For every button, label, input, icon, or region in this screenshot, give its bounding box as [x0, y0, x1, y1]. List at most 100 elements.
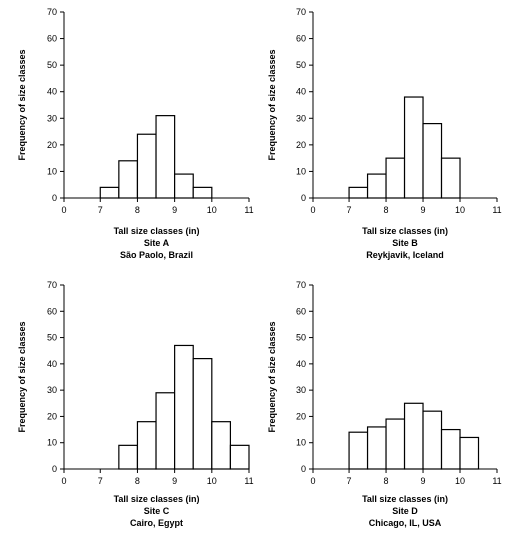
- y-tick-label: 40: [296, 87, 306, 97]
- histogram-bar: [366, 426, 387, 470]
- y-tick-label: 10: [47, 166, 57, 176]
- x-tick-label: 7: [347, 205, 352, 215]
- histogram-bar: [440, 428, 461, 470]
- x-tick-label: 0: [61, 205, 66, 215]
- histogram-panel-3: 0 10 20 30 40 50 60 70 0 7 8 9 10 11 Frequency of size…: [17, 280, 254, 528]
- y-tick-label: 20: [47, 140, 57, 150]
- y-tick-label: 60: [296, 34, 306, 44]
- histogram-bar: [136, 133, 157, 199]
- y-tick-label: 50: [47, 60, 57, 70]
- y-tick-label: 40: [296, 359, 306, 369]
- x-tick-label: 9: [172, 476, 177, 486]
- y-tick-label: 40: [47, 359, 57, 369]
- histogram-bar: [136, 421, 157, 470]
- histogram-bar: [348, 431, 369, 470]
- histogram-bar: [155, 115, 176, 199]
- histogram-bar: [422, 410, 443, 470]
- y-tick-label: 30: [296, 385, 306, 395]
- histogram-bar: [459, 436, 480, 470]
- histogram-bar: [403, 402, 424, 470]
- histogram-bar: [192, 358, 213, 470]
- y-tick-label: 60: [47, 34, 57, 44]
- histogram-bar: [118, 444, 139, 470]
- location-caption: Chicago, IL, USA: [369, 518, 442, 528]
- x-axis-title: Tall size classes (in): [114, 226, 200, 236]
- histogram-bar: [192, 186, 213, 199]
- x-tick-label: 8: [384, 476, 389, 486]
- y-axis-title: Frequency of size classes: [267, 49, 277, 160]
- histogram-bar: [403, 96, 424, 199]
- x-tick-label: 10: [455, 476, 465, 486]
- y-tick-label: 50: [296, 333, 306, 343]
- histogram-panel-1: 0 10 20 30 40 50 60 70 0 7 8 9 10 11 Frequency of size…: [17, 7, 254, 260]
- x-tick-label: 7: [98, 476, 103, 486]
- site-caption: Site D: [392, 506, 418, 516]
- y-tick-label: 10: [47, 438, 57, 448]
- y-tick-label: 50: [296, 60, 306, 70]
- histogram-bar: [155, 392, 176, 470]
- x-axis-title: Tall size classes (in): [114, 494, 200, 504]
- x-tick-label: 8: [135, 476, 140, 486]
- histogram-panel-4: 0 10 20 30 40 50 60 70 0 7 8 9 10 11 Frequency of size…: [267, 280, 502, 528]
- site-caption: Site B: [392, 238, 418, 248]
- y-tick-label: 0: [52, 464, 57, 474]
- x-tick-label: 8: [384, 205, 389, 215]
- x-tick-label: 0: [310, 205, 315, 215]
- x-tick-label: 9: [421, 476, 426, 486]
- histogram-bar: [440, 157, 461, 199]
- x-tick-label: 7: [347, 476, 352, 486]
- x-tick-label: 10: [455, 205, 465, 215]
- y-tick-label: 0: [52, 193, 57, 203]
- x-tick-label: 11: [492, 205, 501, 215]
- x-tick-label: 11: [492, 476, 501, 486]
- x-tick-label: 11: [244, 476, 253, 486]
- histogram-bar: [385, 157, 406, 199]
- x-tick-label: 7: [98, 205, 103, 215]
- y-tick-label: 0: [301, 193, 306, 203]
- y-tick-label: 70: [47, 280, 57, 290]
- histogram-bar: [348, 186, 369, 199]
- x-tick-label: 11: [244, 205, 253, 215]
- x-axis-title: Tall size classes (in): [362, 494, 448, 504]
- y-tick-label: 70: [296, 7, 306, 17]
- y-tick-label: 50: [47, 333, 57, 343]
- x-tick-label: 9: [421, 205, 426, 215]
- histogram-bar: [99, 186, 120, 199]
- x-tick-label: 0: [310, 476, 315, 486]
- location-caption: São Paolo, Brazil: [120, 250, 193, 260]
- histogram-bar: [229, 444, 250, 470]
- x-tick-label: 0: [61, 476, 66, 486]
- y-tick-label: 70: [47, 7, 57, 17]
- location-caption: Cairo, Egypt: [130, 518, 183, 528]
- y-axis-title: Frequency of size classes: [267, 321, 277, 432]
- x-tick-label: 8: [135, 205, 140, 215]
- y-tick-label: 0: [301, 464, 306, 474]
- histogram-panel-2: 0 10 20 30 40 50 60 70 0 7 8 9 10 11 Frequency of size…: [267, 7, 502, 260]
- y-tick-label: 40: [47, 87, 57, 97]
- y-tick-label: 30: [47, 385, 57, 395]
- y-axis-title: Frequency of size classes: [17, 49, 27, 160]
- x-axis-title: Tall size classes (in): [362, 226, 448, 236]
- histogram-bar: [174, 344, 194, 470]
- y-tick-label: 20: [296, 140, 306, 150]
- y-tick-label: 30: [47, 113, 57, 123]
- histogram-bar: [174, 173, 194, 199]
- y-tick-label: 20: [296, 411, 306, 421]
- x-tick-label: 10: [207, 476, 217, 486]
- y-tick-label: 30: [296, 113, 306, 123]
- histogram-bar: [118, 160, 139, 199]
- histogram-bar: [385, 418, 406, 470]
- y-tick-label: 70: [296, 280, 306, 290]
- site-caption: Site A: [144, 238, 170, 248]
- y-tick-label: 10: [296, 166, 306, 176]
- y-tick-label: 10: [296, 438, 306, 448]
- y-axis-title: Frequency of size classes: [17, 321, 27, 432]
- histogram-bar: [422, 122, 443, 199]
- x-tick-label: 10: [207, 205, 217, 215]
- x-tick-label: 9: [172, 205, 177, 215]
- location-caption: Reykjavik, Iceland: [366, 250, 444, 260]
- y-tick-label: 20: [47, 411, 57, 421]
- site-caption: Site C: [144, 506, 170, 516]
- y-tick-label: 60: [47, 306, 57, 316]
